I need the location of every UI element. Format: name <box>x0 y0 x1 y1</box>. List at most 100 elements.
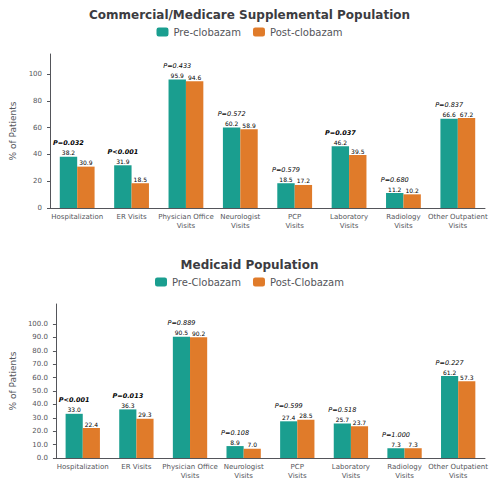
svg-text:Medicaid Population: Medicaid Population <box>181 258 319 272</box>
svg-text:PCP: PCP <box>288 213 301 221</box>
svg-text:67.2: 67.2 <box>460 111 474 118</box>
svg-text:Visits: Visits <box>181 472 200 480</box>
svg-text:90.0: 90.0 <box>32 333 48 341</box>
svg-text:29.3: 29.3 <box>138 411 152 418</box>
svg-text:Hospitalization: Hospitalization <box>51 213 103 221</box>
svg-text:P=0.889: P=0.889 <box>167 319 195 327</box>
svg-text:20.0: 20.0 <box>32 427 48 435</box>
svg-text:46.2: 46.2 <box>334 139 348 146</box>
svg-text:22.4: 22.4 <box>85 421 99 428</box>
svg-text:Visits: Visits <box>285 222 304 230</box>
svg-text:P=0.518: P=0.518 <box>328 406 356 414</box>
svg-text:Visits: Visits <box>288 472 307 480</box>
svg-text:0.0: 0.0 <box>37 454 48 462</box>
svg-text:18.5: 18.5 <box>134 176 148 183</box>
svg-text:Commercial/Medicare Supplement: Commercial/Medicare Supplemental Populat… <box>89 8 410 22</box>
svg-text:P=0.108: P=0.108 <box>221 429 249 437</box>
svg-text:39.5: 39.5 <box>351 148 365 155</box>
svg-text:Visits: Visits <box>342 472 361 480</box>
svg-text:% of Patients: % of Patients <box>8 101 18 160</box>
svg-text:8.9: 8.9 <box>230 439 240 446</box>
svg-text:33.0: 33.0 <box>67 406 81 413</box>
svg-text:50.0: 50.0 <box>32 387 48 395</box>
svg-text:38.2: 38.2 <box>62 149 76 156</box>
svg-text:40.0: 40.0 <box>32 400 48 408</box>
svg-text:P=1.000: P=1.000 <box>382 431 410 439</box>
svg-text:Pre-Clobazam: Pre-Clobazam <box>172 277 241 288</box>
svg-text:ER Visits: ER Visits <box>121 463 151 471</box>
svg-text:Visits: Visits <box>231 222 250 230</box>
svg-text:P=0.227: P=0.227 <box>436 359 465 367</box>
svg-text:11.2: 11.2 <box>388 186 402 193</box>
svg-text:Visits: Visits <box>340 222 359 230</box>
svg-text:P=0.579: P=0.579 <box>272 166 300 174</box>
svg-text:100.0: 100.0 <box>28 320 48 328</box>
svg-text:40: 40 <box>33 150 42 158</box>
svg-text:95.9: 95.9 <box>171 72 185 79</box>
svg-text:Physician Office: Physician Office <box>162 463 218 471</box>
svg-text:20: 20 <box>33 177 42 185</box>
svg-text:% of Patients: % of Patients <box>8 351 18 410</box>
svg-text:Visits: Visits <box>449 222 468 230</box>
svg-text:27.4: 27.4 <box>282 414 296 421</box>
svg-text:80: 80 <box>33 97 42 105</box>
svg-text:10.0: 10.0 <box>32 441 48 449</box>
svg-text:7.3: 7.3 <box>408 441 418 448</box>
svg-text:0: 0 <box>38 204 42 212</box>
svg-text:Visits: Visits <box>177 222 196 230</box>
svg-text:P<0.001: P<0.001 <box>59 396 90 404</box>
svg-text:90.5: 90.5 <box>175 329 189 336</box>
svg-text:Hospitalization: Hospitalization <box>57 463 109 471</box>
svg-text:28.5: 28.5 <box>299 412 313 419</box>
svg-text:P=0.837: P=0.837 <box>435 101 464 109</box>
svg-text:23.7: 23.7 <box>353 419 367 426</box>
svg-text:18.5: 18.5 <box>279 176 293 183</box>
svg-text:57.3: 57.3 <box>460 374 474 381</box>
svg-text:Visits: Visits <box>395 472 414 480</box>
svg-text:P=0.680: P=0.680 <box>381 176 409 184</box>
svg-text:36.3: 36.3 <box>121 402 135 409</box>
svg-text:ER Visits: ER Visits <box>117 213 147 221</box>
svg-text:Pre-clobazam: Pre-clobazam <box>173 27 241 38</box>
svg-text:60: 60 <box>33 124 42 132</box>
svg-text:P=0.433: P=0.433 <box>163 62 191 70</box>
svg-text:10.2: 10.2 <box>405 187 419 194</box>
svg-text:80.0: 80.0 <box>32 347 48 355</box>
svg-text:Post-Clobazam: Post-Clobazam <box>270 277 344 288</box>
svg-text:Radiology: Radiology <box>386 213 420 221</box>
svg-text:Post-clobazam: Post-clobazam <box>270 27 343 38</box>
svg-text:P<0.001: P<0.001 <box>107 148 138 156</box>
svg-text:17.2: 17.2 <box>297 177 311 184</box>
svg-text:P=0.599: P=0.599 <box>275 402 303 410</box>
svg-text:Physician Office: Physician Office <box>158 213 214 221</box>
svg-text:Visits: Visits <box>449 472 468 480</box>
svg-text:7.3: 7.3 <box>391 441 401 448</box>
svg-text:PCP: PCP <box>291 463 304 471</box>
svg-text:Neurologist: Neurologist <box>224 463 264 471</box>
svg-text:100: 100 <box>29 70 42 78</box>
svg-text:Neurologist: Neurologist <box>220 213 260 221</box>
svg-text:Visits: Visits <box>234 472 253 480</box>
svg-text:60.2: 60.2 <box>225 120 239 127</box>
svg-text:P=0.572: P=0.572 <box>218 110 246 118</box>
svg-text:P=0.013: P=0.013 <box>112 392 143 400</box>
svg-text:Laboratory: Laboratory <box>332 463 370 471</box>
svg-text:61.2: 61.2 <box>443 369 457 376</box>
svg-text:66.6: 66.6 <box>442 111 456 118</box>
svg-text:94.6: 94.6 <box>188 74 202 81</box>
svg-text:7.0: 7.0 <box>247 441 257 448</box>
svg-text:Other Outpatient: Other Outpatient <box>428 463 488 471</box>
svg-text:58.9: 58.9 <box>242 122 256 129</box>
svg-text:30.0: 30.0 <box>32 414 48 422</box>
svg-text:30.9: 30.9 <box>79 159 93 166</box>
svg-text:70.0: 70.0 <box>32 360 48 368</box>
svg-text:Radiology: Radiology <box>387 463 421 471</box>
svg-text:25.7: 25.7 <box>336 416 350 423</box>
svg-text:Other Outpatient: Other Outpatient <box>428 213 488 221</box>
svg-text:31.9: 31.9 <box>116 158 130 165</box>
svg-text:90.2: 90.2 <box>192 330 206 337</box>
svg-text:60.0: 60.0 <box>32 374 48 382</box>
svg-text:P=0.032: P=0.032 <box>53 139 84 147</box>
svg-text:Visits: Visits <box>394 222 413 230</box>
svg-text:Laboratory: Laboratory <box>330 213 368 221</box>
